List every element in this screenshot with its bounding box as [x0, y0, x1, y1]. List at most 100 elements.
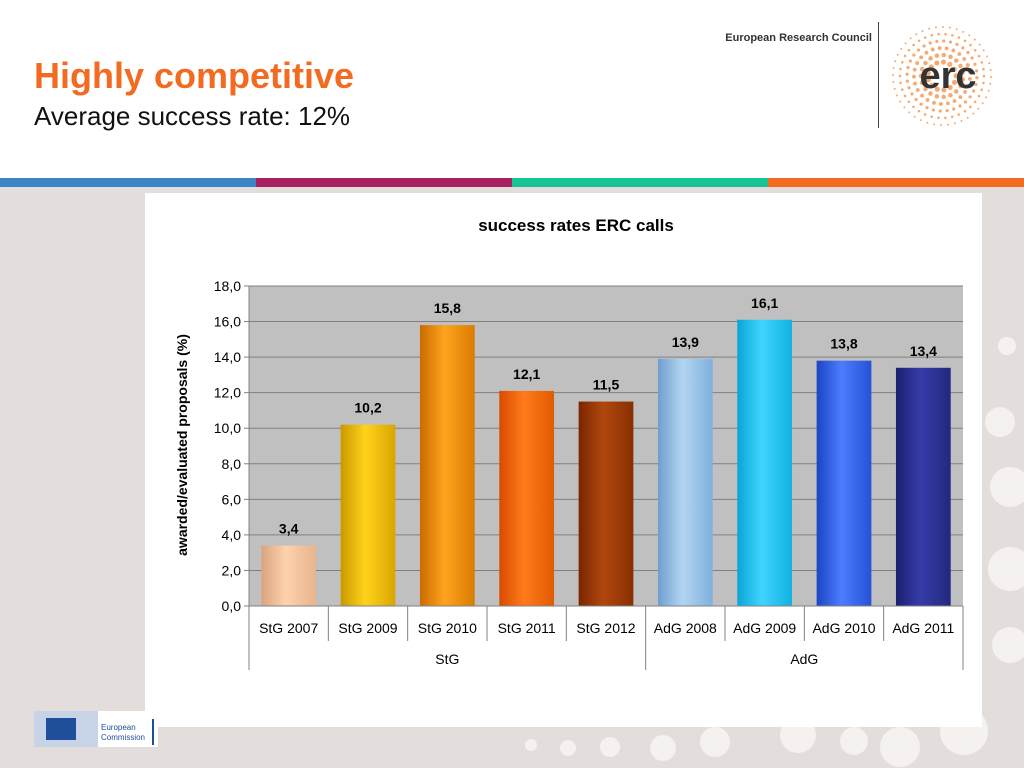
logo-dot: [942, 39, 946, 43]
logo-dot: [982, 74, 986, 78]
logo-dot: [941, 52, 946, 58]
x-group-label: StG: [435, 651, 459, 667]
logo-dot: [948, 54, 953, 60]
y-tick-label: 0,0: [222, 598, 242, 614]
logo-dot: [935, 39, 939, 43]
logo-dot: [903, 54, 907, 58]
logo-dot: [912, 43, 915, 47]
logo-dot: [951, 48, 956, 53]
logo-dot: [905, 79, 909, 83]
logo-dot: [957, 52, 962, 56]
logo-dot: [937, 46, 942, 51]
logo-dot: [915, 88, 920, 92]
logo-dot: [989, 68, 992, 71]
logo-dot: [969, 105, 972, 109]
logo-dot: [960, 70, 965, 75]
y-tick-label: 18,0: [214, 278, 241, 294]
logo-dot: [957, 36, 961, 39]
logo-dot: [972, 112, 975, 115]
logo-dot: [980, 61, 984, 64]
logo-dot: [988, 62, 991, 65]
logo-dot: [953, 122, 956, 125]
logo-dot: [901, 60, 904, 64]
logo-dot: [923, 60, 928, 66]
logo-dot: [903, 106, 906, 109]
logo-dot: [945, 101, 950, 106]
logo-dot: [962, 57, 967, 61]
x-tick-label: AdG 2011: [892, 620, 954, 636]
logo-dot: [909, 37, 912, 40]
logo-dot: [953, 58, 959, 63]
logo-dot: [938, 109, 942, 113]
logo-dot: [982, 67, 985, 71]
logo-dot: [907, 100, 911, 104]
bar: [895, 367, 951, 606]
decorative-circle: [560, 740, 576, 756]
logo-dot: [923, 36, 927, 39]
logo-dot: [913, 115, 916, 118]
x-tick-label: AdG 2010: [812, 620, 875, 636]
logo-dot: [925, 70, 931, 76]
logo-dot: [899, 100, 902, 103]
logo-dot: [982, 81, 985, 85]
ec-logo-text: European Commission: [101, 723, 145, 743]
bar-value-label: 10,2: [354, 400, 381, 416]
logo-dot: [982, 49, 985, 52]
bar-value-label: 11,5: [593, 377, 620, 393]
x-tick-label: StG 2009: [338, 620, 397, 636]
logo-dot: [893, 87, 896, 90]
logo-dot: [899, 81, 902, 85]
decorative-circle: [985, 407, 1015, 437]
logo-dot: [952, 107, 956, 111]
logo-dot: [950, 115, 954, 119]
logo-dot: [913, 81, 917, 86]
logo-dot: [925, 98, 930, 102]
logo-dot: [957, 113, 961, 116]
logo-dot: [980, 88, 983, 92]
logo-dot: [930, 115, 933, 118]
logo-dot: [945, 109, 949, 113]
logo-dot: [932, 100, 936, 105]
bar-value-label: 13,4: [910, 343, 937, 359]
logo-dot: [900, 47, 903, 50]
bar: [578, 401, 634, 606]
logo-dot: [919, 119, 922, 122]
logo-dot: [929, 82, 935, 89]
logo-dot: [973, 38, 976, 41]
logo-dot: [968, 95, 972, 99]
bar: [340, 424, 396, 606]
logo-dot: [934, 53, 940, 58]
logo-dot: [907, 48, 911, 52]
ec-logo-line-1: European: [101, 723, 136, 732]
stripe-green: [512, 178, 768, 187]
logo-dot: [958, 95, 963, 100]
decorative-circle: [600, 737, 620, 757]
logo-dot: [940, 59, 947, 65]
logo-dot: [974, 82, 978, 87]
decorative-circle: [650, 735, 676, 761]
bar: [499, 390, 555, 606]
logo-dot: [966, 83, 971, 88]
logo-dot: [921, 30, 924, 33]
logo-dot: [917, 39, 921, 43]
logo-dot: [951, 34, 954, 37]
y-axis-label: awarded/evaluated proposals (%): [174, 334, 190, 556]
logo-dot: [970, 56, 974, 60]
y-tick-label: 4,0: [222, 527, 242, 543]
logo-dot: [896, 94, 899, 97]
logo-dot: [933, 123, 936, 126]
logo-dot: [934, 26, 937, 29]
decorative-circle: [700, 727, 730, 757]
stripe-blue: [0, 178, 256, 187]
logo-dot: [894, 60, 897, 63]
logo-dot: [951, 79, 958, 85]
logo-dot: [903, 94, 907, 98]
logo-dot: [973, 48, 977, 52]
logo-dot: [978, 43, 981, 46]
erc-logo-icon: erc: [892, 26, 992, 126]
logo-dot: [953, 89, 959, 94]
y-tick-label: 12,0: [214, 385, 241, 401]
logo-dot: [977, 54, 981, 58]
logo-divider: [878, 22, 879, 128]
decorative-circle: [880, 727, 920, 767]
